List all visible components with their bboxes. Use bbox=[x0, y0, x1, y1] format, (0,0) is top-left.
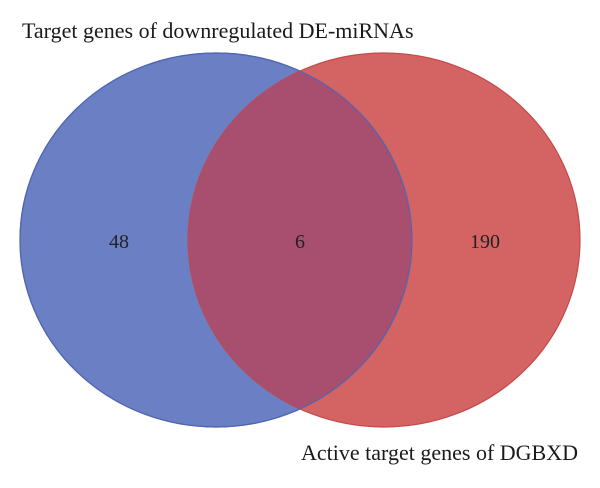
set-right-label: Active target genes of DGBXD bbox=[301, 440, 578, 465]
right-only-count: 190 bbox=[470, 231, 500, 253]
left-only-count: 48 bbox=[109, 231, 129, 253]
intersection-region bbox=[188, 53, 412, 427]
intersection-count: 6 bbox=[295, 231, 305, 253]
set-left-outline bbox=[19, 52, 413, 428]
set-left-label: Target genes of downregulated DE-miRNAs bbox=[22, 18, 414, 43]
